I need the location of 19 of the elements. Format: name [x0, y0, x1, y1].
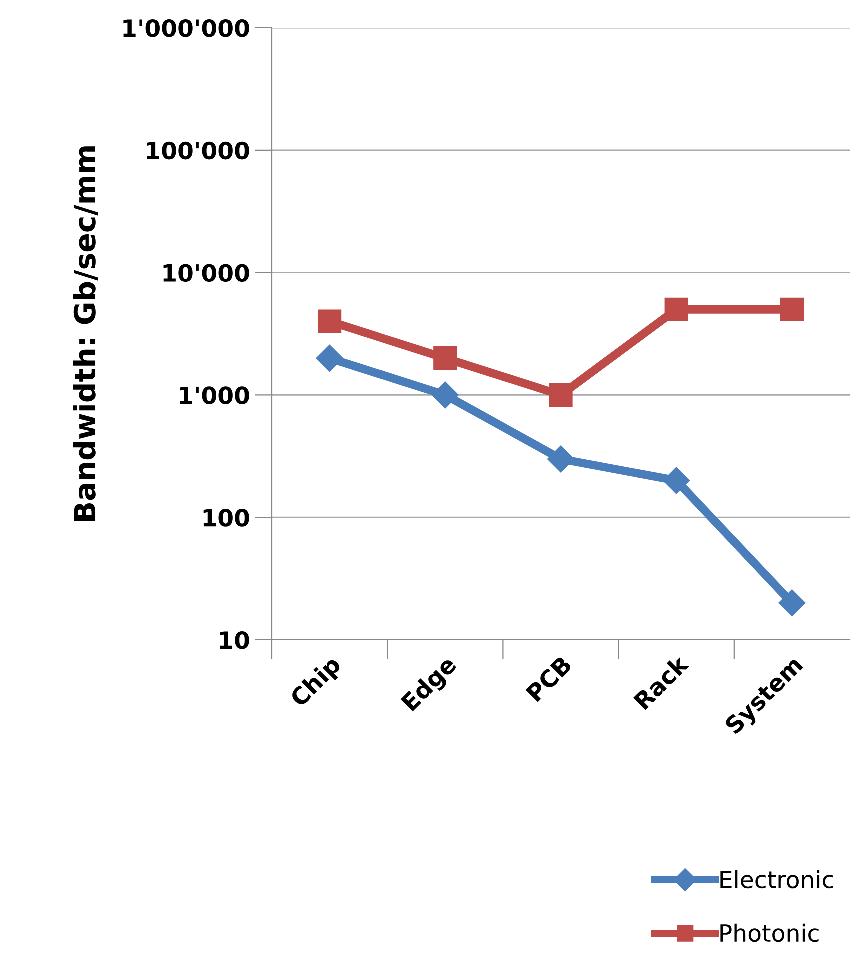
- y-tick-label: 100'000: [147, 142, 250, 160]
- point: [316, 344, 344, 372]
- y-tick-label: 1'000'000: [124, 19, 250, 38]
- point: [780, 298, 804, 322]
- point: [434, 346, 458, 370]
- y-tick-label: 100: [204, 509, 250, 527]
- y-axis-title: Bandwidth: Gb/sec/mm: [73, 146, 98, 521]
- y-tick-label: 1'000: [180, 386, 250, 405]
- point: [663, 467, 690, 494]
- point: [778, 590, 806, 617]
- point: [548, 446, 574, 473]
- y-tick-label: 10'000: [164, 264, 250, 282]
- point: [432, 382, 459, 409]
- point: [549, 383, 573, 408]
- point: [318, 310, 342, 334]
- y-tick-label: 10: [220, 631, 250, 650]
- legend-label: Photonic: [720, 924, 819, 942]
- legend-label: Electronic: [720, 870, 834, 889]
- point: [664, 298, 688, 322]
